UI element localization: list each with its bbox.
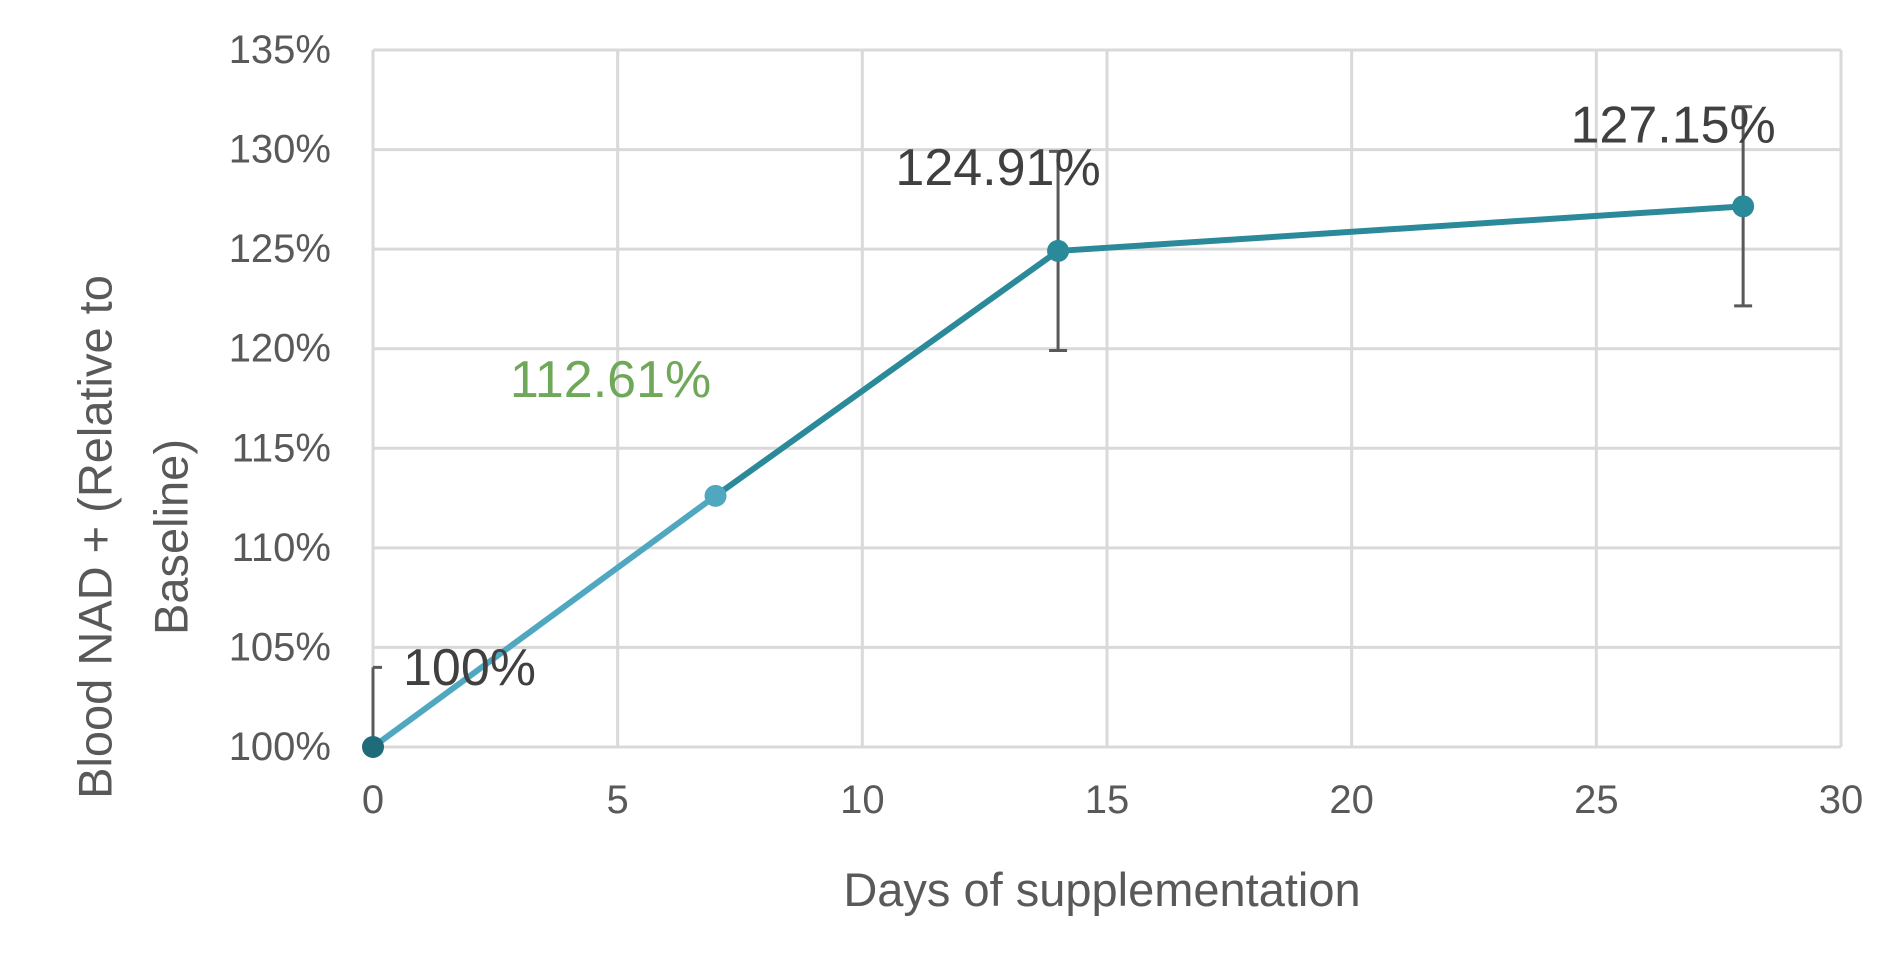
data-label-day-0: 100%	[403, 639, 536, 697]
y-tick-label: 100%	[229, 725, 331, 769]
x-axis-title: Days of supplementation	[843, 863, 1360, 916]
x-tick-label: 25	[1574, 778, 1619, 822]
error-bar-day-0	[371, 665, 382, 747]
line-segment	[712, 247, 1062, 499]
x-tick-label: 0	[362, 778, 384, 822]
x-tick-label: 15	[1085, 778, 1130, 822]
series-line	[370, 203, 1747, 750]
y-tick-label: 120%	[229, 327, 331, 371]
line-segment	[1055, 203, 1747, 254]
data-point-day-0	[362, 736, 384, 758]
y-axis-ticks: 100% 105% 110% 115% 120% 125% 130% 135%	[229, 28, 331, 769]
data-labels: 100% 112.61% 124.91% 127.15%	[403, 96, 1776, 697]
y-axis-title: Blood NAD + (Relative to Baseline)	[69, 275, 198, 799]
data-point-day-28	[1732, 195, 1755, 218]
x-tick-label: 10	[840, 778, 885, 822]
data-label-day-28: 127.15%	[1570, 96, 1775, 154]
x-tick-label: 20	[1329, 778, 1374, 822]
y-axis-title-line-2: Baseline)	[145, 439, 198, 635]
data-label-day-7: 112.61%	[510, 351, 711, 409]
data-points	[362, 195, 1755, 758]
y-tick-label: 115%	[232, 426, 331, 470]
y-tick-label: 125%	[229, 227, 331, 271]
y-tick-label: 105%	[229, 625, 331, 669]
data-label-day-14: 124.91%	[895, 139, 1100, 197]
x-tick-label: 30	[1819, 778, 1864, 822]
data-point-day-14	[1047, 239, 1070, 262]
y-axis-title-line-1: Blood NAD + (Relative to	[69, 275, 122, 799]
y-tick-label: 135%	[229, 28, 331, 72]
y-tick-label: 130%	[229, 128, 331, 172]
x-tick-label: 5	[607, 778, 629, 822]
line-segment	[370, 492, 719, 750]
data-point-day-7	[704, 484, 727, 507]
error-bars	[371, 105, 1753, 747]
y-tick-label: 110%	[232, 526, 331, 570]
x-axis-ticks: 0 5 10 15 20 25 30	[362, 778, 1863, 822]
